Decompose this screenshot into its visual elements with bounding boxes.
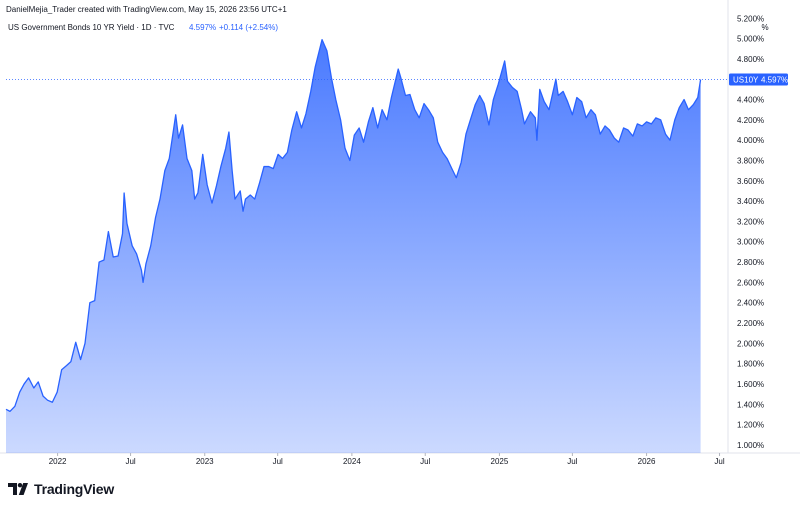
series-legend-name: US Government Bonds 10 YR Yield · 1D · T… (8, 23, 175, 32)
x-tick-label: 2023 (196, 457, 214, 466)
tradingview-logo[interactable]: TradingView (8, 481, 114, 497)
x-tick-label: 2022 (49, 457, 67, 466)
price-scale-background[interactable] (728, 0, 800, 466)
price-badge-background (729, 73, 788, 86)
x-tick-label: 2026 (638, 457, 656, 466)
y-tick-label: 2.600% (737, 278, 764, 287)
time-scale[interactable]: 2022 Jul 2023 Jul 2024 Jul 2025 Jul 2026 Jul (49, 453, 725, 466)
price-badge-value: 4.597% (761, 76, 788, 85)
x-tick-label: Jul (420, 457, 430, 466)
y-tick-label: 3.400% (737, 197, 764, 206)
price-scale-unit: % (761, 23, 768, 32)
y-tick-label: 1.000% (737, 441, 764, 450)
y-tick-label: 4.200% (737, 116, 764, 125)
y-tick-label: 3.000% (737, 238, 764, 247)
y-tick-label: 1.200% (737, 421, 764, 430)
x-tick-label: 2025 (491, 457, 509, 466)
y-tick-label: 4.400% (737, 96, 764, 105)
y-tick-label: 4.000% (737, 136, 764, 145)
price-badge: US10Y 4.597% (729, 73, 788, 86)
series-legend-change: +0.114 (+2.54%) (219, 23, 278, 32)
y-tick-label: 2.200% (737, 319, 764, 328)
tradingview-logo-icon (8, 483, 28, 495)
y-tick-label: 3.800% (737, 156, 764, 165)
x-tick-label: 2024 (343, 457, 361, 466)
plot-area[interactable] (5, 38, 728, 454)
y-tick-label: 4.800% (737, 55, 764, 64)
x-tick-label: Jul (273, 457, 283, 466)
y-tick-label: 5.200% (737, 14, 764, 23)
y-tick-label: 3.200% (737, 217, 764, 226)
chart-attribution: DanielMejia_Trader created with TradingV… (6, 5, 287, 14)
y-tick-label: 2.400% (737, 299, 764, 308)
series-legend: US Government Bonds 10 YR Yield · 1D · T… (8, 23, 278, 32)
price-badge-symbol: US10Y (733, 76, 759, 85)
x-tick-label: Jul (125, 457, 135, 466)
y-tick-label: 1.600% (737, 380, 764, 389)
y-tick-label: 1.400% (737, 400, 764, 409)
area-fill (6, 39, 701, 454)
series-legend-last-value: 4.597% (189, 23, 216, 32)
series-line[interactable] (5, 38, 702, 413)
y-tick-label: 5.000% (737, 35, 764, 44)
tradingview-logo-text: TradingView (34, 481, 115, 497)
y-tick-label: 1.800% (737, 360, 764, 369)
x-tick-label: Jul (567, 457, 577, 466)
y-tick-label: 3.600% (737, 177, 764, 186)
y-tick-label: 2.800% (737, 258, 764, 267)
y-tick-label: 2.000% (737, 339, 764, 348)
x-tick-label: Jul (714, 457, 724, 466)
